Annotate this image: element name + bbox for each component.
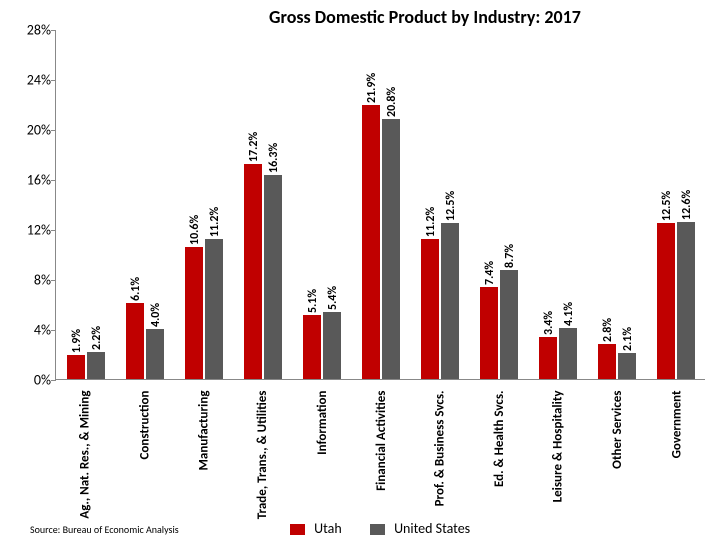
source-text: Source: Bureau of Economic Analysis (30, 523, 179, 536)
legend-swatch-b (370, 524, 385, 535)
plot-area: 0%4%8%12%16%20%24%28%1.9%2.2%Ag., Nat. R… (55, 30, 705, 380)
y-tick-label: 8% (11, 272, 51, 289)
bar-value-label: 7.4% (483, 260, 497, 286)
legend-item-us: United States (370, 520, 470, 537)
y-tick-mark (51, 230, 56, 231)
y-tick-mark (51, 130, 56, 131)
bar-utah: 17.2% (244, 164, 262, 379)
bar-value-label: 4.1% (562, 302, 576, 328)
bar-utah: 2.8% (598, 344, 616, 379)
bar-utah: 21.9% (362, 105, 380, 379)
y-tick-label: 20% (11, 122, 51, 139)
bar-value-label: 8.7% (503, 244, 517, 270)
legend-label-b: United States (394, 520, 470, 537)
bar-us: 12.5% (441, 223, 459, 379)
bar-value-label: 16.3% (267, 143, 281, 175)
legend-label-a: Utah (314, 520, 342, 537)
category-label: Manufacturing (196, 391, 211, 471)
bar-us: 11.2% (205, 239, 223, 379)
category-label: Other Services (610, 391, 625, 469)
bar-value-label: 10.6% (188, 214, 202, 246)
bar-us: 8.7% (500, 270, 518, 379)
bar-value-label: 2.8% (601, 318, 615, 344)
bar-us: 2.1% (618, 353, 636, 379)
bar-value-label: 12.5% (444, 191, 458, 223)
bar-value-label: 3.4% (542, 310, 556, 336)
y-tick-mark (51, 30, 56, 31)
bar-us: 4.0% (146, 329, 164, 379)
category-label: Information (314, 391, 329, 455)
category-label: Leisure & Hospitality (551, 391, 566, 503)
y-tick-label: 24% (11, 72, 51, 89)
y-tick-label: 16% (11, 172, 51, 189)
bar-utah: 6.1% (126, 303, 144, 379)
bar-value-label: 2.2% (90, 325, 104, 351)
category-label: Prof. & Business Svcs. (433, 391, 448, 507)
bar-utah: 12.5% (657, 223, 675, 379)
category-label: Ed. & Health Svcs. (492, 391, 507, 488)
bar-value-label: 17.2% (247, 132, 261, 164)
bar-value-label: 21.9% (365, 73, 379, 105)
bar-value-label: 1.9% (70, 329, 84, 355)
bar-us: 12.6% (677, 222, 695, 380)
bar-utah: 11.2% (421, 239, 439, 379)
y-tick-mark (51, 80, 56, 81)
y-tick-mark (51, 180, 56, 181)
legend: Utah United States (290, 520, 495, 537)
bar-us: 16.3% (264, 175, 282, 379)
y-tick-mark (51, 380, 56, 381)
chart-title: Gross Domestic Product by Industry: 2017 (0, 0, 720, 30)
bar-value-label: 2.1% (621, 327, 635, 353)
bar-value-label: 11.2% (208, 207, 222, 239)
bar-us: 4.1% (559, 328, 577, 379)
category-label: Financial Activities (374, 391, 389, 491)
bar-value-label: 11.2% (424, 207, 438, 239)
bar-utah: 5.1% (303, 315, 321, 379)
bar-us: 20.8% (382, 119, 400, 379)
category-label: Construction (137, 391, 152, 460)
category-label: Ag., Nat. Res., & Mining (78, 391, 93, 519)
legend-swatch-a (290, 524, 305, 535)
bar-us: 2.2% (87, 352, 105, 380)
bar-utah: 10.6% (185, 247, 203, 380)
y-tick-label: 4% (11, 322, 51, 339)
bar-value-label: 6.1% (129, 277, 143, 303)
y-tick-label: 28% (11, 22, 51, 39)
bar-utah: 1.9% (67, 355, 85, 379)
bar-value-label: 5.4% (326, 285, 340, 311)
y-tick-label: 12% (11, 222, 51, 239)
y-tick-mark (51, 280, 56, 281)
bar-utah: 3.4% (539, 337, 557, 380)
legend-item-utah: Utah (290, 520, 342, 537)
bar-value-label: 12.5% (660, 191, 674, 223)
bar-value-label: 4.0% (149, 303, 163, 329)
category-label: Government (669, 391, 684, 459)
category-label: Trade, Trans., & Utilities (255, 391, 270, 520)
bar-value-label: 20.8% (385, 87, 399, 119)
y-tick-mark (51, 330, 56, 331)
bar-us: 5.4% (323, 312, 341, 380)
bar-value-label: 5.1% (306, 289, 320, 315)
bar-value-label: 12.6% (680, 189, 694, 221)
y-tick-label: 0% (11, 372, 51, 389)
bar-utah: 7.4% (480, 287, 498, 380)
